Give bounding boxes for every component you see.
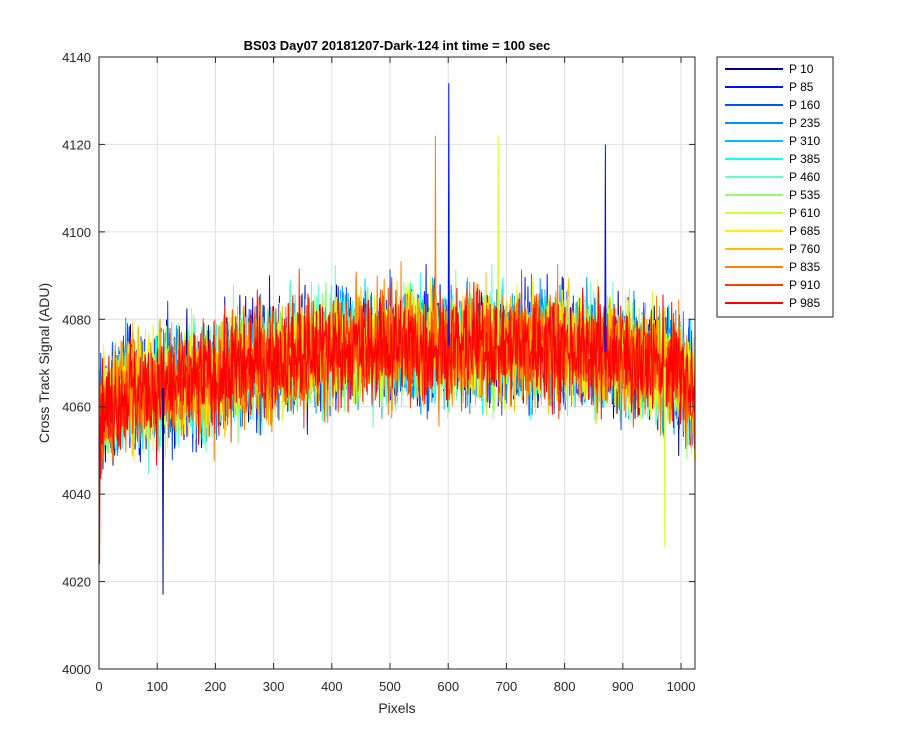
x-tick-label: 400 [321,679,343,694]
legend-label: P 535 [789,188,820,202]
x-tick-label: 500 [379,679,401,694]
y-axis-ticks: 4000 4020 4040 4060 4080 4100 4120 4140 [62,50,695,677]
x-axis-ticks: 0 100 200 300 400 500 600 700 800 900 1000 [95,57,695,694]
x-tick-label: 300 [263,679,285,694]
x-tick-label: 100 [146,679,168,694]
spike-mark [447,83,450,346]
x-tick-label: 1000 [667,679,696,694]
y-tick-label: 4020 [62,575,91,590]
legend: P 10 P 85 P 160 P 235 P 310 P 385 P 460 P 535 P … [716,56,834,318]
y-tick-label: 4140 [62,50,91,65]
spike-mark [604,144,607,352]
legend-label: P 85 [789,80,814,94]
legend-label: P 10 [789,62,814,76]
y-tick-label: 4080 [62,312,91,327]
legend-label: P 235 [789,116,820,130]
legend-label: P 835 [789,260,820,274]
x-tick-label: 200 [205,679,227,694]
plot-frame [98,56,696,670]
series-lines [99,83,695,595]
y-tick-label: 4060 [62,400,91,415]
spike-mark [663,366,666,547]
x-tick-label: 900 [612,679,634,694]
y-axis-title: Cross Track Signal (ADU) [36,283,52,443]
legend-label: P 760 [789,242,820,256]
plot-area: 0 100 200 300 400 500 600 700 800 900 1000 4000 402… [62,50,696,694]
legend-label: P 985 [789,296,820,310]
spike-mark [161,387,165,595]
legend-label: P 385 [789,152,820,166]
legend-label: P 460 [789,170,820,184]
legend-box [716,56,834,318]
spike-mark [434,135,437,346]
y-tick-label: 4120 [62,137,91,152]
series-line-p985 [99,281,695,479]
legend-label: P 610 [789,206,820,220]
y-tick-label: 4100 [62,225,91,240]
x-axis-title: Pixels [378,700,415,716]
legend-label: P 685 [789,224,820,238]
legend-label: P 310 [789,134,820,148]
spike-mark [497,135,500,346]
y-tick-label: 4040 [62,487,91,502]
x-tick-label: 700 [496,679,518,694]
y-tick-label: 4000 [62,662,91,677]
x-tick-label: 800 [554,679,576,694]
legend-label: P 160 [789,98,820,112]
chart-title: BS03 Day07 20181207-Dark-124 int time = … [244,38,551,53]
legend-label: P 910 [789,278,820,292]
x-tick-label: 600 [437,679,459,694]
x-tick-label: 0 [95,679,102,694]
